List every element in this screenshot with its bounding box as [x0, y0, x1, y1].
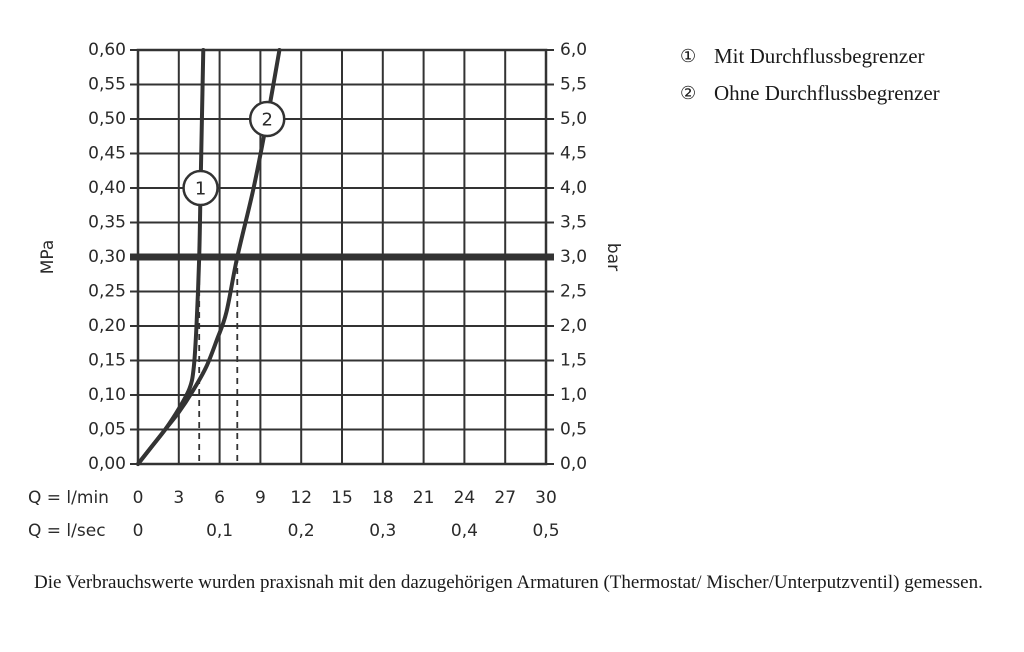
x-axis-label-lmin: Q = l/min [28, 488, 109, 508]
y-tick-right: 0,5 [560, 420, 587, 440]
legend-label-2: Ohne Durchflussbegrenzer [714, 81, 940, 105]
x-tick-lmin: 6 [214, 488, 225, 508]
y-axis-label-left: MPa [38, 240, 58, 275]
legend-label-1: Mit Durchflussbegrenzer [714, 44, 925, 68]
legend: ① Mit Durchflussbegrenzer ② Ohne Durchfl… [680, 44, 1020, 118]
series-marker-label-1: 1 [195, 179, 206, 200]
y-tick-left: 0,30 [88, 247, 126, 267]
x-tick-lsec: 0,4 [451, 521, 478, 541]
y-tick-right: 4,0 [560, 178, 587, 198]
y-tick-left: 0,50 [88, 109, 126, 129]
legend-number-2: ② [680, 83, 697, 104]
series-marker-2 [248, 100, 286, 138]
flow-chart: 0,00 0,00,05 0,50,10 1,00,15 1,50,20 2,00,25 2… [28, 40, 623, 541]
x-tick-lmin: 27 [494, 488, 516, 508]
x-tick-lmin: 9 [255, 488, 266, 508]
y-tick-right: 1,0 [560, 385, 587, 405]
y-tick-left: 0,45 [88, 144, 126, 164]
y-tick-left: 0,60 [88, 40, 126, 60]
y-tick-right: 6,0 [560, 40, 587, 60]
y-tick-left: 0,40 [88, 178, 126, 198]
y-tick-right: 2,0 [560, 316, 587, 336]
series-line-2 [136, 48, 282, 466]
x-tick-lmin: 0 [133, 488, 144, 508]
x-tick-lmin: 24 [454, 488, 476, 508]
legend-item-1: ① Mit Durchflussbegrenzer [680, 44, 1020, 69]
x-tick-lmin: 12 [290, 488, 312, 508]
legend-item-2: ② Ohne Durchflussbegrenzer [680, 81, 1020, 106]
y-tick-right: 1,5 [560, 351, 587, 371]
y-axis-label-right: bar [603, 243, 623, 271]
y-tick-left: 0,20 [88, 316, 126, 336]
x-tick-lmin: 30 [535, 488, 557, 508]
caption: Die Verbrauchswerte wurden praxisnah mit… [34, 572, 983, 593]
y-tick-left: 0,15 [88, 351, 126, 371]
x-tick-lmin: 21 [413, 488, 435, 508]
x-tick-lsec: 0,5 [532, 521, 559, 541]
y-tick-right: 0,0 [560, 454, 587, 474]
x-tick-lsec: 0,1 [206, 521, 233, 541]
x-tick-lsec: 0,3 [369, 521, 396, 541]
x-tick-lsec: 0 [133, 521, 144, 541]
x-tick-lmin: 18 [372, 488, 394, 508]
x-tick-lmin: 15 [331, 488, 353, 508]
y-tick-right: 3,5 [560, 213, 587, 233]
x-tick-lsec: 0,2 [288, 521, 315, 541]
series-marker-1 [182, 169, 219, 207]
y-tick-right: 5,5 [560, 75, 587, 95]
x-axis-label-lsec: Q = l/sec [28, 521, 106, 541]
x-tick-lmin: 3 [173, 488, 184, 508]
y-tick-left: 0,00 [88, 454, 126, 474]
y-tick-right: 3,0 [560, 247, 587, 267]
y-tick-left: 0,10 [88, 385, 126, 405]
series-marker-label-2: 2 [261, 110, 272, 131]
y-tick-left: 0,05 [88, 420, 126, 440]
y-tick-right: 4,5 [560, 144, 587, 164]
y-tick-right: 2,5 [560, 282, 587, 302]
y-tick-left: 0,25 [88, 282, 126, 302]
y-tick-left: 0,55 [88, 75, 126, 95]
y-tick-right: 5,0 [560, 109, 587, 129]
y-tick-left: 0,35 [88, 213, 126, 233]
legend-number-1: ① [680, 46, 697, 67]
